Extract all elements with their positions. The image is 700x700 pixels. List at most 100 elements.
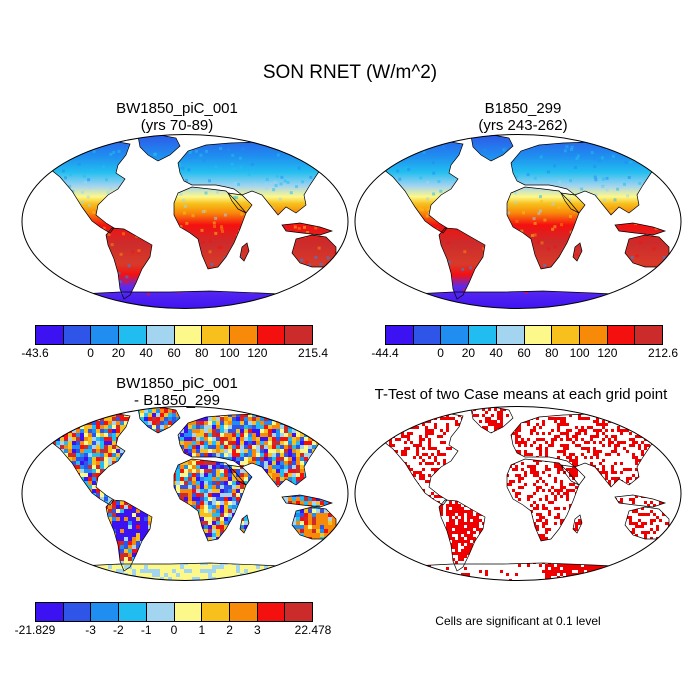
- panel2-title-line2: (yrs 243-262): [478, 117, 568, 134]
- indonesia-coastline: [614, 222, 667, 236]
- colorbar-tick-label: -44.4: [371, 346, 399, 360]
- colorbar-tick-label: 20: [461, 346, 476, 360]
- panel2-title: B1850_299 (yrs 243-262): [358, 100, 688, 134]
- map-outline: [21, 406, 349, 581]
- madagascar-coastline: [239, 242, 250, 262]
- colorbar-swatch: [524, 326, 553, 344]
- map-outline: [21, 134, 349, 309]
- colorbar-swatch: [607, 326, 636, 344]
- south-america-coastline: [438, 499, 486, 572]
- panel3-colorbar: [35, 602, 313, 622]
- panel1-title-line2: (yrs 70-89): [140, 117, 214, 134]
- colorbar-swatch: [229, 603, 258, 621]
- panel2-colorbar: [385, 325, 663, 345]
- colorbar-tick-label: -3: [85, 623, 96, 637]
- arabia-coastline: [227, 464, 253, 486]
- panel3-title-line2: - B1850_299: [134, 392, 220, 409]
- madagascar-coastline: [572, 514, 583, 534]
- colorbar-swatch: [552, 326, 580, 344]
- colorbar-tick-label: 22.478: [294, 623, 332, 637]
- colorbar-tick-label: 0: [170, 623, 178, 637]
- colorbar-tick-label: 60: [167, 346, 181, 360]
- colorbar-tick-label: 80: [545, 346, 559, 360]
- colorbar-swatch: [63, 603, 92, 621]
- colorbar-swatch: [174, 326, 203, 344]
- greenland-coastline: [137, 134, 181, 162]
- colorbar-tick-label: 60: [517, 346, 531, 360]
- panel3-colorbar-labels: -21.829 -3 -2 -1 0 1 2 3 22.478: [15, 623, 332, 639]
- colorbar-swatch: [386, 326, 414, 344]
- colorbar-swatch: [91, 326, 120, 344]
- colorbar-tick-label: -2: [113, 623, 124, 637]
- colorbar-tick-label: 100: [569, 346, 590, 360]
- colorbar-tick-label: 120: [597, 346, 618, 360]
- colorbar-swatch: [91, 603, 120, 621]
- north-america-coastline: [47, 412, 131, 506]
- south-america-coastline: [105, 227, 153, 300]
- colorbar-swatch: [579, 326, 608, 344]
- colorbar-swatch: [63, 326, 92, 344]
- figure-title: SON RNET (W/m^2): [262, 62, 438, 83]
- colorbar-tick-label: -21.829: [14, 623, 56, 637]
- arabia-coastline: [560, 464, 586, 486]
- colorbar-swatch: [441, 326, 470, 344]
- africa-coastline: [173, 458, 247, 542]
- north-america-coastline: [47, 140, 131, 234]
- south-america-coastline: [105, 499, 153, 572]
- colorbar-swatch: [174, 603, 203, 621]
- panel2-colorbar-labels: -44.4 0 20 40 60 80 100 120 212.6: [371, 346, 678, 362]
- colorbar-swatch: [413, 326, 442, 344]
- colorbar-tick-label: 2: [226, 623, 233, 637]
- panel2-title-line1: B1850_299: [484, 100, 562, 117]
- madagascar-coastline: [572, 242, 583, 262]
- greenland-coastline: [470, 406, 514, 434]
- panel2-map: [354, 134, 682, 309]
- panel1-title-line1: BW1850_piC_001: [116, 100, 238, 117]
- panel4-title: T-Test of two Case means at each grid po…: [374, 386, 668, 403]
- panel1-colorbar: [35, 325, 313, 345]
- colorbar-swatch: [285, 326, 313, 344]
- colorbar-tick-label: 80: [195, 346, 209, 360]
- colorbar-swatch: [496, 326, 525, 344]
- panel3-map: [21, 406, 349, 581]
- colorbar-tick-label: 120: [247, 346, 268, 360]
- indonesia-coastline: [281, 222, 334, 236]
- indonesia-coastline: [614, 494, 667, 508]
- colorbar-swatch: [285, 603, 313, 621]
- map-outline: [354, 406, 682, 581]
- colorbar-swatch: [36, 603, 64, 621]
- panel3-title: BW1850_piC_001 - B1850_299: [12, 375, 342, 409]
- colorbar-swatch: [202, 326, 230, 344]
- colorbar-swatch: [257, 603, 286, 621]
- colorbar-tick-label: 40: [139, 346, 153, 360]
- colorbar-swatch: [257, 326, 286, 344]
- colorbar-swatch: [635, 326, 663, 344]
- colorbar-tick-label: -1: [140, 623, 152, 637]
- colorbar-tick-label: 1: [198, 623, 206, 637]
- colorbar-tick-label: 3: [254, 623, 261, 637]
- panel1-map: [21, 134, 349, 309]
- arabia-coastline: [227, 192, 253, 214]
- colorbar-swatch: [469, 326, 497, 344]
- colorbar-swatch: [146, 603, 175, 621]
- africa-coastline: [506, 186, 580, 270]
- colorbar-tick-label: 212.6: [647, 346, 679, 360]
- colorbar-tick-label: 0: [87, 346, 94, 360]
- colorbar-tick-label: -43.6: [21, 346, 49, 360]
- north-america-coastline: [380, 412, 464, 506]
- indonesia-coastline: [281, 494, 334, 508]
- colorbar-swatch: [119, 326, 147, 344]
- colorbar-swatch: [202, 603, 230, 621]
- panel1-title: BW1850_piC_001 (yrs 70-89): [12, 100, 342, 134]
- africa-coastline: [173, 186, 247, 270]
- panel4-note: Cells are significant at 0.1 level: [435, 614, 601, 628]
- colorbar-tick-label: 40: [489, 346, 503, 360]
- arabia-coastline: [560, 192, 586, 214]
- madagascar-coastline: [239, 514, 250, 534]
- colorbar-tick-label: 215.4: [297, 346, 329, 360]
- africa-coastline: [506, 458, 580, 542]
- map-outline: [354, 134, 682, 309]
- panel3-title-line1: BW1850_piC_001: [116, 375, 238, 392]
- panel4-map: [354, 406, 682, 581]
- colorbar-tick-label: 20: [111, 346, 126, 360]
